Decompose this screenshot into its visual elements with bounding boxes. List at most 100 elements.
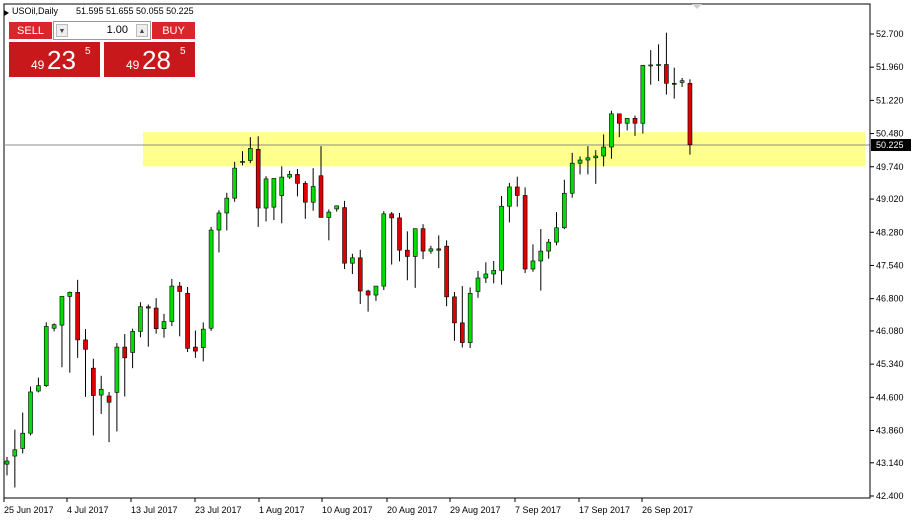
candle-bull: [130, 331, 135, 353]
candle-bull: [601, 146, 606, 157]
candle-bull: [499, 205, 504, 271]
candle-bull: [36, 385, 41, 392]
candle-bull: [569, 162, 575, 194]
chart-shift-icon[interactable]: [692, 4, 702, 9]
candle-bull: [593, 155, 599, 159]
candles-group: [4, 32, 693, 488]
y-tick-label: 46.080: [876, 326, 904, 336]
candle-bull: [428, 248, 434, 252]
buy-button[interactable]: BUY: [151, 21, 196, 40]
x-tick-label: 25 Jun 2017: [4, 505, 54, 515]
candle-bull: [624, 118, 630, 124]
candle-bear: [671, 83, 677, 85]
candle-bear: [193, 346, 198, 352]
candle-bull: [609, 113, 614, 148]
candle-bear: [616, 113, 622, 124]
highlight-zone: [143, 132, 865, 167]
chart-border: [3, 3, 871, 499]
candle-bull: [287, 174, 292, 178]
candle-bear: [405, 249, 410, 257]
lot-decrease-icon[interactable]: ▼: [56, 24, 68, 37]
candle-bull: [507, 186, 512, 207]
x-tick-label: 29 Aug 2017: [450, 505, 501, 515]
chart-ohlc-text: 51.595 51.655 50.055 50.225: [76, 6, 194, 16]
x-tick-label: 10 Aug 2017: [322, 505, 373, 515]
candle-bear: [459, 322, 465, 343]
y-tick-label: 43.140: [876, 458, 904, 468]
x-tick-label: 23 Jul 2017: [195, 505, 242, 515]
candle-bull: [483, 273, 489, 279]
candle-bear: [177, 285, 182, 292]
candle-bull: [310, 186, 316, 203]
lot-increase-icon[interactable]: ▲: [136, 24, 148, 37]
candle-bull: [279, 176, 285, 196]
candle-bull: [20, 432, 26, 449]
lot-size-field[interactable]: ▼ ▲: [53, 21, 151, 40]
buy-price-big: 28: [142, 45, 171, 75]
x-tick-label: 4 Jul 2017: [67, 505, 109, 515]
candle-bull: [98, 388, 104, 396]
candle-bear: [318, 175, 324, 218]
candle-bull: [200, 328, 206, 348]
candle-bear: [397, 217, 402, 251]
candle-bull: [334, 205, 340, 210]
y-tick-label: 45.340: [876, 359, 904, 369]
candle-bull: [491, 270, 497, 275]
y-tick-label: 48.280: [876, 227, 904, 237]
current-price-box: [871, 139, 911, 152]
candle-bear: [122, 346, 128, 359]
candle-bear: [146, 306, 151, 309]
buy-price-sup: 5: [180, 46, 186, 57]
candle-bull: [562, 192, 567, 229]
y-tick-label: 51.220: [876, 95, 904, 105]
symbol-triangle-icon: [4, 10, 9, 16]
candle-bear: [632, 118, 638, 124]
candle-bull: [208, 229, 214, 329]
candle-bear: [302, 183, 308, 203]
sell-price-prefix: 49: [31, 58, 45, 72]
y-tick-label: 52.700: [876, 29, 904, 39]
candle-bear: [420, 228, 426, 252]
y-tick-label: 49.020: [876, 194, 904, 204]
candle-bull: [138, 306, 143, 332]
candle-bear: [295, 174, 300, 184]
candle-bull: [28, 391, 33, 434]
x-axis: 25 Jun 2017 4 Jul 2017 13 Jul 2017 23 Jul 2…: [3, 498, 693, 515]
sell-button[interactable]: SELL: [8, 21, 53, 40]
candle-bull: [679, 80, 685, 83]
candle-bull: [224, 197, 230, 214]
sell-price-box[interactable]: 49 23 5: [8, 41, 101, 78]
y-tick-label: 42.400: [876, 491, 904, 501]
lot-size-input[interactable]: [70, 22, 134, 39]
candle-bull: [263, 178, 269, 209]
y-tick-label: 47.540: [876, 260, 904, 270]
y-tick-label: 50.480: [876, 129, 904, 139]
sell-price-big: 23: [47, 45, 76, 75]
candle-bear: [106, 395, 112, 403]
y-tick-label: 44.600: [876, 392, 904, 402]
candle-bear: [75, 292, 80, 341]
candle-bear: [153, 307, 159, 329]
candle-bull: [640, 65, 646, 124]
sell-price-sup: 5: [85, 46, 91, 57]
candle-bull: [350, 257, 355, 264]
candle-bull: [538, 250, 544, 262]
candle-bull: [232, 167, 237, 199]
candle-bull: [271, 178, 277, 208]
candle-bear: [664, 64, 669, 84]
y-tick-label: 51.960: [876, 62, 904, 72]
x-tick-label: 26 Sep 2017: [642, 505, 693, 515]
buy-price-box[interactable]: 49 28 5: [103, 41, 196, 78]
candle-bull: [326, 211, 332, 218]
current-price-label: 50.225: [876, 140, 904, 150]
candle-bull: [577, 159, 583, 164]
candle-bull: [648, 64, 654, 67]
candle-bear: [91, 367, 96, 396]
y-tick-label: 43.860: [876, 426, 904, 436]
x-tick-label: 7 Sep 2017: [515, 505, 561, 515]
candle-bear: [444, 245, 449, 298]
buy-price-prefix: 49: [126, 58, 140, 72]
x-tick-label: 20 Aug 2017: [387, 505, 438, 515]
candle-bull: [656, 64, 661, 66]
